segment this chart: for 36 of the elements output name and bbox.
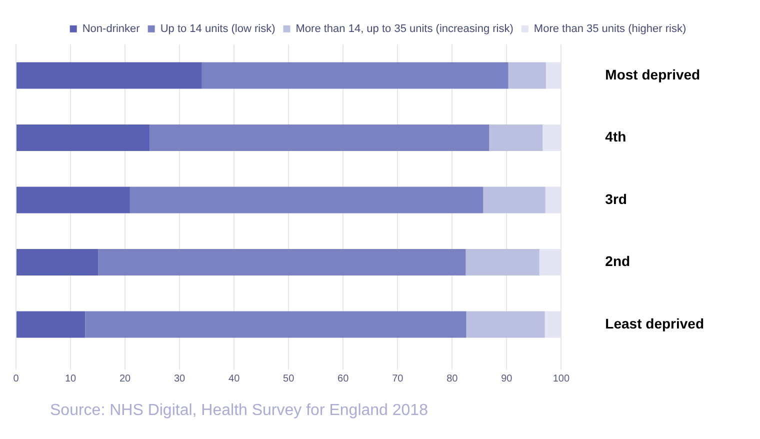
bar [130, 186, 484, 214]
x-tick-label: 50 [283, 373, 295, 384]
legend-label: More than 35 units (higher risk) [534, 22, 686, 35]
bar [16, 186, 130, 214]
bar [150, 124, 490, 151]
x-tick-label: 90 [501, 373, 513, 384]
bar [98, 249, 466, 276]
y-tick-label: 3rd [605, 190, 627, 207]
x-tick-label: 10 [64, 373, 77, 384]
x-tick-label: 60 [338, 373, 350, 384]
bar [16, 62, 202, 89]
source-note: Source: NHS Digital, Health Survey for England 2018 [50, 402, 428, 420]
bar [202, 62, 508, 89]
y-tick-label: Most deprived [605, 66, 700, 82]
bar [466, 311, 545, 338]
x-tick-label: 80 [446, 373, 458, 384]
bar [483, 186, 546, 214]
bar [16, 124, 150, 151]
y-tick-label: 2nd [605, 253, 630, 270]
bar [16, 249, 98, 276]
x-tick-label: 30 [174, 373, 186, 384]
y-tick-label: Least deprived [605, 315, 704, 332]
legend-label: More than 14, up to 35 units (increasing risk) [296, 22, 514, 35]
bar [16, 311, 86, 338]
x-tick-label: 0 [13, 373, 20, 384]
y-tick-label: 4th [605, 128, 626, 145]
legend-label: Up to 14 units (low risk) [160, 22, 276, 35]
legend-label: Non-drinker [82, 22, 140, 35]
bar [489, 124, 543, 151]
x-tick-label: 70 [392, 373, 404, 384]
x-tick-label: 20 [119, 373, 132, 384]
bar [466, 249, 540, 276]
bar [508, 62, 546, 89]
bar [85, 311, 466, 338]
x-tick-label: 40 [228, 373, 240, 384]
x-tick-label: 100 [552, 373, 570, 384]
